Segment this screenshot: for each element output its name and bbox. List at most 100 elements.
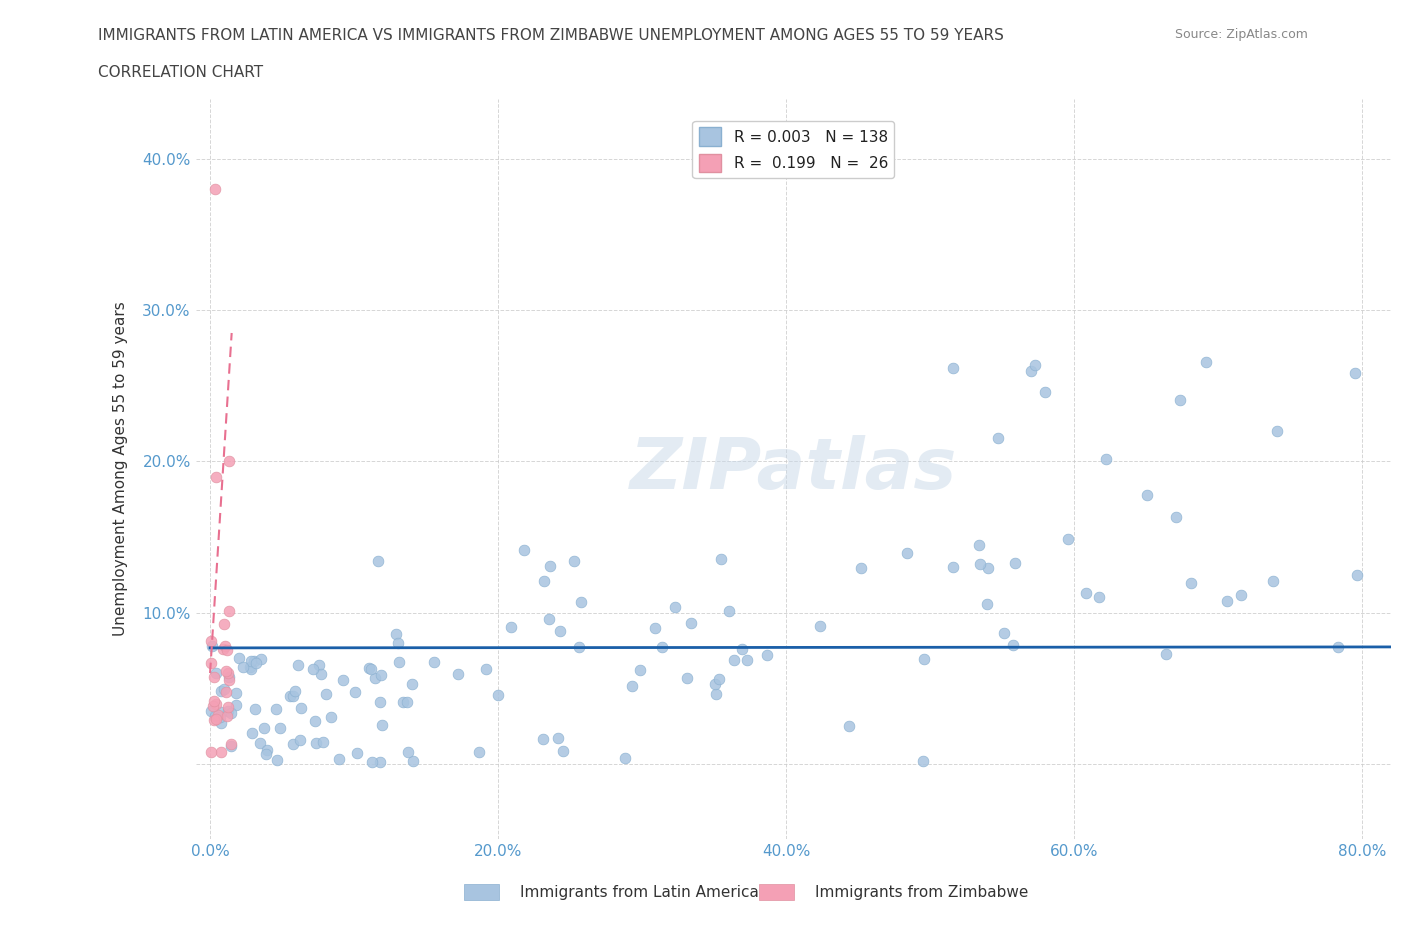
Point (1004, 555, 1026, 570)
Point (240, 662, 263, 677)
Point (730, 642, 752, 657)
Point (1019, 364, 1042, 379)
Point (423, 654, 446, 669)
Point (808, 618, 831, 633)
Point (707, 671, 730, 686)
Point (302, 661, 325, 676)
Point (1216, 593, 1239, 608)
Point (1087, 590, 1109, 604)
Point (239, 659, 262, 674)
Point (315, 687, 337, 702)
Point (305, 736, 328, 751)
Point (200, 703, 222, 718)
Point (1057, 531, 1080, 546)
Point (218, 604, 240, 619)
Point (613, 751, 636, 765)
Point (1136, 487, 1159, 502)
Point (359, 660, 381, 675)
Point (200, 633, 222, 648)
Point (664, 600, 686, 615)
Point (361, 754, 384, 769)
Point (1024, 357, 1046, 372)
Point (290, 701, 312, 716)
Point (538, 612, 561, 627)
Point (209, 744, 232, 759)
Point (987, 431, 1010, 445)
Point (214, 664, 236, 679)
Point (232, 659, 254, 674)
Point (245, 656, 267, 671)
Point (204, 469, 226, 484)
Point (531, 731, 554, 746)
Point (225, 698, 247, 712)
Point (540, 558, 562, 573)
Point (215, 709, 238, 724)
Point (304, 714, 326, 729)
Point (346, 746, 368, 761)
Point (976, 596, 998, 611)
Point (269, 721, 291, 736)
Point (367, 553, 389, 568)
Point (1180, 576, 1202, 591)
Point (567, 640, 589, 655)
Point (281, 737, 304, 751)
Point (553, 744, 575, 759)
Point (281, 689, 304, 704)
Point (1074, 586, 1097, 601)
Point (1095, 451, 1118, 466)
Point (211, 642, 233, 657)
Point (1033, 384, 1056, 399)
Point (204, 182, 226, 197)
Point (569, 594, 592, 609)
Point (228, 650, 250, 665)
Point (651, 639, 673, 654)
Point (214, 638, 236, 653)
Point (218, 454, 240, 469)
Point (254, 747, 277, 762)
Point (278, 688, 301, 703)
Point (218, 670, 240, 684)
Point (475, 661, 498, 676)
Point (217, 704, 239, 719)
Point (287, 658, 309, 673)
Point (710, 551, 733, 566)
Point (204, 711, 226, 726)
Point (202, 712, 225, 727)
Point (209, 715, 232, 730)
Text: Immigrants from Zimbabwe: Immigrants from Zimbabwe (815, 885, 1029, 900)
Point (1229, 588, 1251, 603)
Point (621, 678, 644, 693)
Point (204, 709, 226, 724)
Point (218, 672, 240, 687)
Point (328, 751, 350, 766)
Point (202, 669, 225, 684)
Point (896, 546, 918, 561)
Point (368, 695, 391, 710)
Point (256, 742, 278, 757)
Point (679, 616, 702, 631)
Point (1164, 510, 1187, 525)
Point (1344, 366, 1367, 381)
Point (200, 656, 222, 671)
Point (208, 710, 231, 724)
Point (1265, 423, 1288, 438)
Point (321, 710, 343, 724)
Point (309, 666, 332, 681)
Point (219, 737, 242, 751)
Point (204, 666, 226, 681)
Point (219, 706, 242, 721)
Point (387, 635, 409, 650)
Point (849, 561, 872, 576)
Point (392, 695, 415, 710)
Point (200, 744, 222, 759)
Point (993, 625, 1015, 640)
Point (704, 687, 727, 702)
Point (245, 701, 267, 716)
Point (912, 753, 935, 768)
Point (364, 671, 387, 685)
Point (1195, 354, 1218, 369)
Point (212, 682, 235, 697)
Point (735, 653, 758, 668)
Point (266, 752, 288, 767)
Point (401, 677, 423, 692)
